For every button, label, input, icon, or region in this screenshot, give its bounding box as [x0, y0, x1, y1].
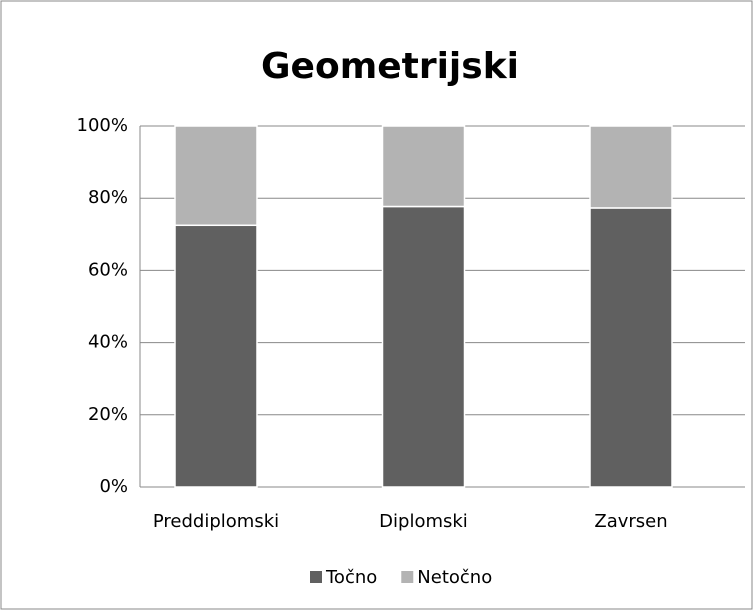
y-tick-label: 20% — [88, 404, 128, 425]
bar-segment — [589, 125, 673, 209]
legend-label: Točno — [325, 567, 377, 588]
y-tick-label: 80% — [88, 187, 128, 208]
bar-segment — [174, 125, 258, 227]
x-tick-label: Diplomski — [379, 511, 468, 532]
y-tick-label: 40% — [88, 332, 128, 353]
bar-segment — [381, 205, 466, 488]
x-tick-label: Preddiplomski — [153, 511, 279, 532]
bar-segment — [589, 207, 673, 488]
y-tick-label: 0% — [99, 476, 128, 497]
y-tick-label: 100% — [77, 115, 128, 136]
x-tick-label: Zavrsen — [594, 511, 667, 532]
bar-segment — [174, 224, 258, 488]
chart-title: Geometrijski — [261, 46, 519, 87]
bar-segment — [381, 125, 466, 208]
legend-swatch — [401, 571, 414, 583]
legend-label: Netočno — [417, 567, 492, 588]
y-tick-label: 60% — [88, 259, 128, 280]
legend-swatch — [310, 571, 322, 583]
